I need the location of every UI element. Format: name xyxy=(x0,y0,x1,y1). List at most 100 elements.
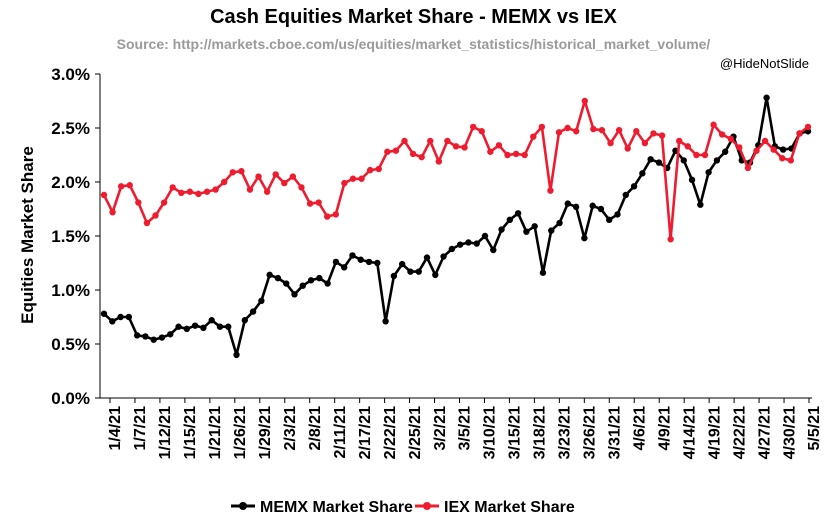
x-tick-label: 3/18/21 xyxy=(532,406,549,459)
x-tick-label: 3/23/21 xyxy=(557,406,574,459)
legend-memx-label: MEMX Market Share xyxy=(260,499,413,516)
x-tick-label: 2/25/21 xyxy=(407,406,424,459)
iex-point xyxy=(676,137,683,145)
memx-point xyxy=(340,264,348,271)
iex-point xyxy=(555,129,563,136)
iex-point xyxy=(564,124,571,132)
memx-point xyxy=(548,227,555,234)
iex-point xyxy=(392,147,400,154)
memx-point xyxy=(639,170,646,177)
iex-point xyxy=(229,169,236,176)
memx-point xyxy=(779,146,787,153)
iex-point xyxy=(324,213,331,220)
memx-point xyxy=(606,216,613,223)
iex-point xyxy=(650,130,657,137)
memx-point xyxy=(291,291,298,298)
memx-point xyxy=(241,317,248,324)
memx-point xyxy=(258,297,265,304)
iex-point xyxy=(770,146,777,153)
iex-point xyxy=(512,150,520,158)
memx-point xyxy=(697,201,704,208)
memx-point xyxy=(556,219,563,227)
iex-point xyxy=(332,211,340,218)
iex-point xyxy=(341,179,348,187)
y-tick-label: 3.0% xyxy=(51,65,90,84)
memx-point xyxy=(481,232,489,240)
iex-point xyxy=(547,187,554,194)
iex-point xyxy=(409,150,417,158)
x-tick-label: 4/30/21 xyxy=(781,406,798,459)
x-tick-label: 3/2/21 xyxy=(432,406,449,451)
x-tick-label: 4/9/21 xyxy=(656,406,673,451)
series-layer xyxy=(100,94,812,358)
x-tick-label: 1/15/21 xyxy=(182,406,199,459)
memx-point xyxy=(150,336,157,343)
iex-point xyxy=(358,175,365,182)
x-tick-label: 1/21/21 xyxy=(207,406,224,459)
iex-point xyxy=(504,151,511,159)
iex-point xyxy=(281,179,288,187)
iex-point xyxy=(238,168,245,175)
memx-point xyxy=(597,205,605,213)
iex-point xyxy=(117,183,125,190)
iex-point xyxy=(633,128,640,135)
x-tick-label: 4/14/21 xyxy=(681,406,698,459)
x-tick-label: 4/19/21 xyxy=(706,406,723,459)
memx-point xyxy=(117,313,124,321)
memx-point xyxy=(249,308,257,315)
memx-point xyxy=(167,331,174,338)
x-tick-label: 2/3/21 xyxy=(282,406,299,451)
memx-point xyxy=(432,271,439,279)
memx-point xyxy=(622,191,629,199)
x-tick-label: 4/6/21 xyxy=(631,406,648,451)
iex-point xyxy=(521,151,528,159)
memx-point xyxy=(324,280,331,287)
x-tick-label: 3/31/21 xyxy=(607,406,624,459)
memx-point xyxy=(183,325,191,333)
iex-point xyxy=(761,137,769,145)
iex-point xyxy=(693,151,700,159)
legend-iex-marker xyxy=(423,502,431,510)
memx-point xyxy=(705,169,712,176)
memx-series xyxy=(100,94,812,358)
memx-point xyxy=(133,332,141,339)
memx-point xyxy=(216,323,224,330)
memx-point xyxy=(233,351,240,358)
iex-point xyxy=(624,145,631,152)
legend: MEMX Market Share IEX Market Share xyxy=(231,499,575,516)
chart-title: Cash Equities Market Share - MEMX vs IEX xyxy=(210,6,617,28)
memx-point xyxy=(523,228,530,235)
iex-point xyxy=(375,165,382,173)
memx-point xyxy=(415,268,422,275)
iex-point xyxy=(804,123,812,131)
iex-point xyxy=(401,137,408,145)
y-tick-label: 2.0% xyxy=(51,173,90,192)
x-tick-label: 2/17/21 xyxy=(357,406,374,459)
iex-point xyxy=(306,200,314,207)
iex-point xyxy=(195,190,202,198)
iex-point xyxy=(272,171,279,178)
memx-point xyxy=(349,252,356,259)
iex-series xyxy=(100,97,812,243)
memx-point xyxy=(539,269,547,276)
x-tick-label: 1/4/21 xyxy=(107,406,124,451)
memx-point xyxy=(307,277,315,284)
iex-point xyxy=(100,191,108,199)
y-axis-label: Equities Market Share xyxy=(18,146,37,324)
iex-point xyxy=(126,182,133,189)
memx-point xyxy=(572,203,580,211)
y-tick-label: 0.0% xyxy=(51,389,90,408)
watermark: @HideNotSlide xyxy=(719,56,809,71)
x-tick-label: 4/27/21 xyxy=(756,406,773,459)
iex-point xyxy=(109,209,116,216)
legend-iex-label: IEX Market Share xyxy=(444,499,575,516)
iex-point xyxy=(315,199,322,206)
iex-point xyxy=(384,148,391,155)
memx-point xyxy=(448,245,456,253)
iex-point xyxy=(701,151,709,159)
memx-point xyxy=(191,322,199,329)
x-tick-label: 1/12/21 xyxy=(157,406,174,459)
iex-point xyxy=(186,188,194,195)
memx-point xyxy=(514,210,522,217)
memx-point xyxy=(100,310,108,317)
